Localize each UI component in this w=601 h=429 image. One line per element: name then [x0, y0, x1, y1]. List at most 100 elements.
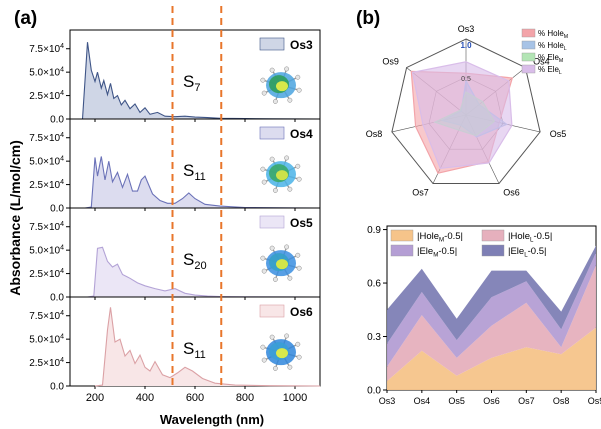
radar-axis-label: Os6 [503, 187, 520, 197]
y-tick-label: 0.6 [367, 279, 381, 290]
y-tick-label: 5.0×104 [29, 67, 64, 79]
x-tick-label: 600 [186, 392, 204, 404]
subplot-os5: 0.0 2.5×104 5.0×104 7.5×104 Os5 S20 [29, 207, 321, 304]
stack-legend-label: |EleM-0.5| [417, 246, 457, 258]
stack-layer [387, 252, 596, 367]
radar-chart: Os3 Os4 Os5 Os6 Os7 Os8 Os9 0.5 1.0 [366, 24, 566, 197]
stack-legend-label: |HoleM-0.5| [417, 231, 463, 243]
legend-swatch [259, 215, 285, 229]
stack-legend-swatch [481, 244, 505, 257]
y-tick-label: 0.3 [367, 332, 381, 343]
radar-axis-label: Os7 [412, 187, 429, 197]
spectrum-area [82, 42, 320, 120]
x-tick-label: Os3 [379, 396, 396, 406]
radar-axis-label: Os3 [458, 24, 475, 34]
radar-legend-swatch [521, 40, 536, 50]
y-tick-label: 0.0 [367, 386, 381, 397]
state-label: S11 [183, 161, 206, 183]
stacked-area-chart: 0.0 0.3 0.6 0.9 Os3 Os4 Os5 Os6 Os7 Os8 Os9 |HoleM-… [367, 225, 601, 406]
subplot-os4: 0.0 2.5×104 5.0×104 7.5×104 Os4 S11 [29, 118, 321, 215]
state-label: S7 [183, 72, 201, 94]
state-label: S11 [183, 339, 206, 361]
subplot-os3: 0.0 2.5×104 5.0×104 7.5×104 Os3 S7 [29, 29, 321, 126]
radar-axis-label: Os8 [366, 129, 383, 139]
spectrum-area [87, 247, 320, 297]
y-tick-label: 2.5×104 [29, 179, 64, 191]
legend-label: Os4 [290, 127, 313, 141]
molecule-icon [260, 66, 302, 104]
y-tick-label: 7.5×104 [29, 310, 64, 322]
stack-legend-label: |HoleL-0.5| [508, 231, 552, 243]
panel-a-label: (a) [14, 8, 37, 29]
x-tick-label: Os5 [448, 396, 465, 406]
stack-legend-label: |EleL-0.5| [508, 246, 546, 258]
y-tick-label: 7.5×104 [29, 43, 64, 55]
radar-legend: % HoleM% HoleL% EleM% EleL [521, 28, 568, 76]
spectrum-line [94, 307, 321, 387]
subplot-os6: 0.0 2.5×104 5.0×104 7.5×104 Os6 S11 [29, 296, 321, 393]
state-label: S20 [183, 250, 207, 272]
stack-layer [387, 245, 596, 344]
molecule-icon [260, 333, 302, 371]
y-tick-label: 0.0 [50, 293, 64, 304]
y-tick-label: 7.5×104 [29, 221, 64, 233]
radar-axis-label: Os5 [550, 129, 567, 139]
radar-axis-label: Os9 [382, 56, 399, 66]
panel-a-subplots: 0.0 2.5×104 5.0×104 7.5×104 Os3 S7 0.0 2.5×104 5… [29, 29, 321, 393]
legend-label: Os5 [290, 216, 313, 230]
spectrum-line [84, 156, 321, 209]
stack-legend-swatch [481, 229, 505, 242]
radar-axis-label: Os4 [533, 56, 550, 66]
radar-series [411, 61, 513, 170]
legend-swatch [259, 37, 285, 51]
panel-a-ylabel: Absorbance (L/mol/cm) [7, 140, 23, 296]
legend-swatch [259, 304, 285, 318]
molecule-icon [260, 155, 302, 193]
x-tick-label: 200 [86, 392, 104, 404]
spectrum-area [95, 307, 320, 386]
legend-label: Os6 [290, 305, 313, 319]
legend-swatch [259, 126, 285, 140]
legend-label: Os3 [290, 38, 313, 52]
radar-legend-label: % EleL [538, 65, 562, 76]
y-tick-label: 0.0 [50, 382, 64, 393]
spectrum-area [85, 156, 320, 208]
molecule-icon [260, 244, 302, 282]
x-tick-label: Os4 [414, 396, 431, 406]
spectrum-line [81, 42, 321, 120]
y-tick-label: 2.5×104 [29, 357, 64, 369]
radar-grid [391, 38, 541, 184]
spectrum-line [87, 246, 321, 298]
y-tick-label: 5.0×104 [29, 156, 64, 168]
radar-legend-swatch [521, 28, 536, 38]
x-tick-label: 1000 [283, 392, 307, 404]
radar-tick-label: 0.5 [461, 76, 471, 83]
y-tick-label: 5.0×104 [29, 245, 64, 257]
y-tick-label: 0.9 [367, 225, 381, 236]
y-tick-label: 2.5×104 [29, 268, 64, 280]
stack-legend-swatch [390, 229, 414, 242]
radar-legend-swatch [521, 52, 536, 62]
x-tick-label: Os9 [588, 396, 601, 406]
y-tick-label: 0.0 [50, 204, 64, 215]
radar-legend-label: % HoleM [538, 29, 568, 40]
stack-layer [387, 265, 596, 382]
y-tick-label: 7.5×104 [29, 132, 64, 144]
panel-b-label: (b) [356, 8, 380, 29]
panel-a-xlabel: Wavelength (nm) [160, 412, 264, 427]
panel-a-x-axis: 200 400 600 800 1000 [86, 392, 307, 404]
y-tick-label: 5.0×104 [29, 334, 64, 346]
stack-layer [387, 327, 596, 390]
radar-legend-label: % HoleL [538, 41, 567, 52]
y-tick-label: 0.0 [50, 115, 64, 126]
x-tick-label: 800 [236, 392, 254, 404]
y-tick-label: 2.5×104 [29, 90, 64, 102]
x-tick-label: Os6 [483, 396, 500, 406]
stack-legend-swatch [390, 244, 414, 257]
radar-legend-label: % EleM [538, 53, 563, 64]
x-tick-label: Os7 [518, 396, 535, 406]
panel-a-dashed-lines [171, 6, 223, 386]
x-tick-label: 400 [136, 392, 154, 404]
x-tick-label: Os8 [553, 396, 570, 406]
